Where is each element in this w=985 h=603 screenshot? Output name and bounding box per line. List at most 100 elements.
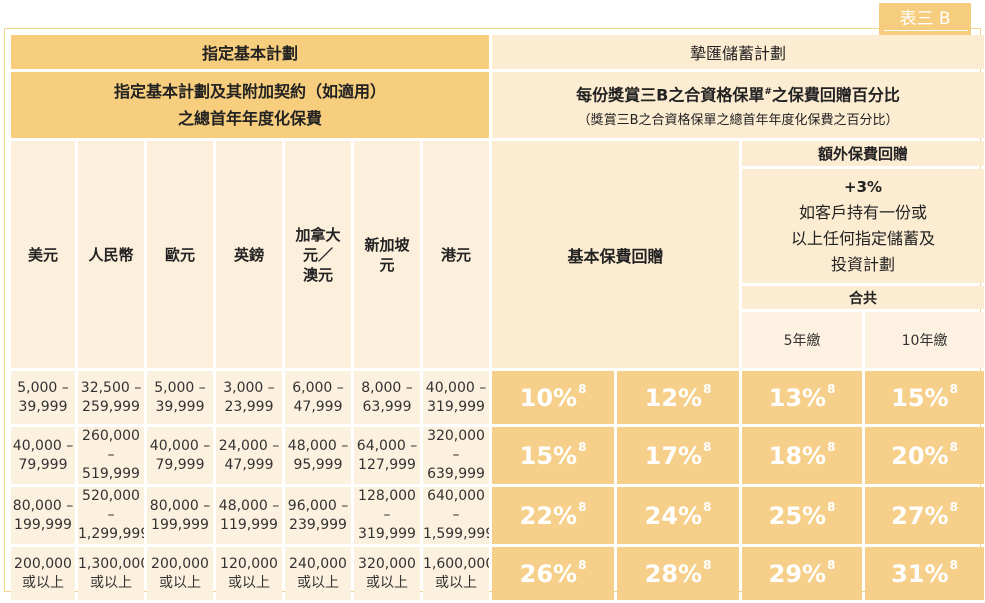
footnote-mark: 8 — [703, 499, 712, 514]
right-subtitle-note: （獎賞三B之合資格保單之總首年年度化保費之百分比） — [577, 112, 899, 128]
rate-cell: 20%8 — [865, 427, 985, 484]
extra-rebate-header: 額外保費回贈 — [742, 141, 985, 166]
currency-header-cad-aud: 加拿大 元／ 澳元 — [285, 141, 351, 368]
currency-header-usd: 美元 — [11, 141, 75, 368]
band-cell: 1,300,000 或以上 — [78, 547, 144, 600]
footnote-mark: 8 — [578, 499, 587, 514]
basic-rebate-header: 基本保費回贈 — [492, 141, 740, 368]
footnote-mark: 8 — [949, 557, 958, 572]
band-cell: 320,000 或以上 — [354, 547, 420, 600]
footnote-mark: 8 — [949, 381, 958, 396]
band-cell: 96,000 –239,999 — [285, 487, 351, 544]
extra-rebate-desc: +3% 如客戶持有一份或 以上任何指定儲蓄及 投資計劃 — [742, 169, 985, 283]
footnote-mark: 8 — [703, 381, 712, 396]
footnote-mark: 8 — [949, 439, 958, 454]
band-cell: 5,000 –39,999 — [11, 371, 75, 424]
rate-cell: 12%8 — [617, 371, 740, 424]
currency-line: 加拿大 — [295, 225, 341, 244]
currency-line: 人民幣 — [88, 245, 134, 264]
currency-line: 澳元 — [302, 265, 333, 284]
tag-underline — [884, 30, 968, 31]
band-cell: 48,000 –119,999 — [216, 487, 282, 544]
footnote-mark: 8 — [827, 439, 836, 454]
currency-line: 美元 — [27, 245, 58, 264]
band-cell: 40,000 –79,999 — [147, 427, 213, 484]
band-cell: 40,000 –79,999 — [11, 427, 75, 484]
table-row: 80,000 –199,999 520,000 –1,299,999 80,00… — [11, 487, 985, 544]
band-cell: 260,000 –519,999 — [78, 427, 144, 484]
rate-cell: 26%8 — [492, 547, 615, 600]
rate-cell: 18%8 — [742, 427, 863, 484]
currency-line: 新加坡 — [364, 235, 410, 254]
band-cell: 1,600,000 或以上 — [423, 547, 490, 600]
hash-mark: # — [764, 87, 772, 98]
extra-rebate-plus: +3% — [844, 178, 883, 196]
left-subtitle-line1: 指定基本計劃及其附加契約（如適用） — [114, 82, 387, 101]
rate-cell: 22%8 — [492, 487, 615, 544]
band-cell: 128,000 –319,999 — [354, 487, 420, 544]
band-cell: 8,000 –63,999 — [354, 371, 420, 424]
table-row: 40,000 –79,999 260,000 –519,999 40,000 –… — [11, 427, 985, 484]
currency-line: 港元 — [441, 245, 472, 264]
right-header-title: 摯匯儲蓄計劃 — [492, 35, 985, 69]
footnote-mark: 8 — [827, 557, 836, 572]
band-cell: 520,000 –1,299,999 — [78, 487, 144, 544]
extra-desc-line2: 以上任何指定儲蓄及 — [791, 229, 936, 248]
currency-header-hkd: 港元 — [423, 141, 490, 368]
footnote-mark: 8 — [827, 381, 836, 396]
footnote-mark: 8 — [703, 557, 712, 572]
right-subtitle-main: 每份獎賞三B之合資格保單#之保費回贈百分比 — [492, 78, 984, 109]
footnote-mark: 8 — [578, 381, 587, 396]
band-cell: 80,000 –199,999 — [11, 487, 75, 544]
term-10yr-basic: 10年繳 — [865, 312, 985, 368]
extra-desc-line1: 如客戶持有一份或 — [799, 203, 928, 222]
table-tag: 表三 B — [879, 3, 971, 39]
currency-line: 元 — [379, 255, 395, 274]
band-cell: 3,000 –23,999 — [216, 371, 282, 424]
right-header-subtitle: 每份獎賞三B之合資格保單#之保費回贈百分比 （獎賞三B之合資格保單之總首年年度化… — [492, 72, 985, 138]
footnote-mark: 8 — [703, 439, 712, 454]
band-cell: 320,000 –639,999 — [423, 427, 490, 484]
band-cell: 6,000 –47,999 — [285, 371, 351, 424]
rate-cell: 24%8 — [617, 487, 740, 544]
footnote-mark: 8 — [578, 557, 587, 572]
rate-cell: 15%8 — [865, 371, 985, 424]
currency-header-rmb: 人民幣 — [78, 141, 144, 368]
left-header-subtitle: 指定基本計劃及其附加契約（如適用） 之總首年年度化保費 — [11, 72, 490, 138]
rate-cell: 13%8 — [742, 371, 863, 424]
band-cell: 200,000 或以上 — [147, 547, 213, 600]
total-header: 合共 — [742, 286, 985, 309]
rate-cell: 29%8 — [742, 547, 863, 600]
band-cell: 40,000 –319,999 — [423, 371, 490, 424]
left-subtitle-line2: 之總首年年度化保費 — [178, 109, 323, 128]
band-cell: 640,000 –1,599,999 — [423, 487, 490, 544]
band-cell: 240,000 或以上 — [285, 547, 351, 600]
rate-cell: 15%8 — [492, 427, 615, 484]
left-header-title: 指定基本計劃 — [11, 35, 490, 69]
band-cell: 80,000 –199,999 — [147, 487, 213, 544]
band-cell: 48,000 –95,999 — [285, 427, 351, 484]
table-row: 200,000 或以上 1,300,000 或以上 200,000 或以上 120,0… — [11, 547, 985, 600]
rate-cell: 17%8 — [617, 427, 740, 484]
band-cell: 32,500 –259,999 — [78, 371, 144, 424]
right-subtitle-main-text: 每份獎賞三B之合資格保單 — [576, 85, 765, 105]
currency-header-sgd: 新加坡 元 — [354, 141, 420, 368]
table-row: 5,000 –39,999 32,500 –259,999 5,000 –39,… — [11, 371, 985, 424]
band-cell: 24,000 –47,999 — [216, 427, 282, 484]
footnote-mark: 8 — [949, 499, 958, 514]
rebate-table: 指定基本計劃 摯匯儲蓄計劃 指定基本計劃及其附加契約（如適用） 之總首年年度化保… — [8, 32, 985, 603]
band-cell: 120,000 或以上 — [216, 547, 282, 600]
currency-line: 歐元 — [164, 245, 195, 264]
rate-cell: 28%8 — [617, 547, 740, 600]
footnote-mark: 8 — [827, 499, 836, 514]
band-cell: 5,000 –39,999 — [147, 371, 213, 424]
footnote-mark: 8 — [578, 439, 587, 454]
term-5yr-basic: 5年繳 — [742, 312, 863, 368]
currency-header-gbp: 英鎊 — [216, 141, 282, 368]
band-cell: 64,000 –127,999 — [354, 427, 420, 484]
right-subtitle-main-rest: 之保費回贈百分比 — [771, 85, 900, 105]
rate-cell: 25%8 — [742, 487, 863, 544]
currency-line: 英鎊 — [233, 245, 264, 264]
rate-cell: 27%8 — [865, 487, 985, 544]
rate-cell: 10%8 — [492, 371, 615, 424]
